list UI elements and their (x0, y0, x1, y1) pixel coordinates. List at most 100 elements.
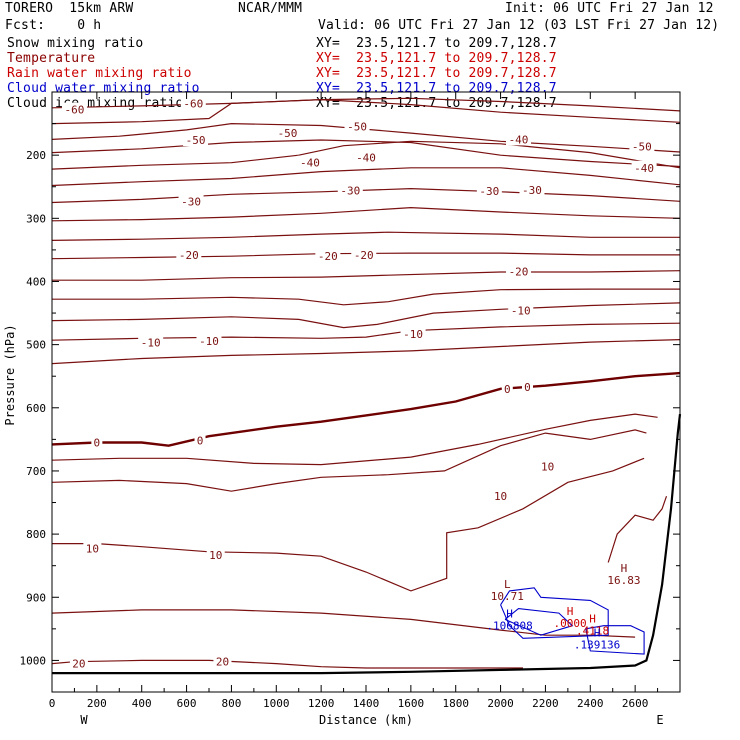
terrain-profile (52, 413, 682, 675)
contour-label-bg (69, 656, 88, 670)
isotherm-line (51, 187, 681, 204)
y-tick-label: 1000 (20, 654, 47, 667)
model-title: TORERO 15km ARW (5, 1, 134, 16)
y-tick-label: 300 (26, 212, 46, 225)
contour-label-bg (508, 303, 534, 317)
contour-label-bg (631, 160, 657, 174)
x-tick-label: 200 (87, 697, 107, 710)
contour-label-bg (501, 381, 513, 395)
isotherm-line (51, 413, 658, 466)
contour-label-bg (213, 654, 232, 668)
contour-label: -10 (141, 337, 161, 350)
x-tick-label: 2200 (532, 697, 559, 710)
contour-label-bg (629, 139, 655, 153)
contour-label-bg (519, 182, 545, 196)
contour-label: -20 (354, 249, 374, 262)
contour-label-bg (521, 379, 533, 393)
contour-label: -50 (632, 140, 652, 153)
contour-label-bg (491, 489, 510, 503)
contour-label: 10 (541, 461, 554, 474)
y-tick-label: 600 (26, 402, 46, 415)
cloud-water-contour (500, 587, 609, 639)
contour-label: -40 (300, 157, 320, 170)
x-tick-label: 1800 (442, 697, 469, 710)
marker-letter: L (504, 578, 511, 591)
isotherm-line (51, 322, 681, 341)
contour-label: -40 (356, 152, 376, 165)
marker-letter: H (621, 562, 628, 575)
legend-field-name: Temperature (7, 51, 96, 66)
marker-value: 10.71 (491, 590, 524, 603)
contour-label: 0 (94, 437, 101, 450)
isotherm-line (51, 609, 636, 638)
marker-value: .139136 (574, 638, 620, 651)
contour-label-bg (83, 541, 102, 555)
marker-value: 16.83 (607, 574, 640, 587)
contour-label: -30 (522, 184, 542, 197)
isotherm-line (52, 270, 681, 281)
contour-label: -60 (183, 97, 203, 110)
contour-label-bg (538, 459, 557, 473)
contour-label: -40 (509, 133, 529, 146)
marker-value: .106808 (486, 619, 532, 632)
y-axis-label: Pressure (hPa) (3, 324, 17, 425)
marker-letter: H (567, 605, 574, 618)
cloud-water-contour (585, 625, 645, 655)
isotherm-line (51, 339, 681, 365)
contour-label: 0 (524, 381, 531, 394)
isotherm-line (51, 140, 681, 170)
contour-label-bg (351, 247, 377, 261)
isotherm-line (51, 206, 681, 222)
contour-label: -50 (347, 121, 367, 134)
contour-label: -20 (509, 265, 529, 278)
contour-labels: -60 -60 -50 -50 -50 -50 -40 -40 -40 -40 -30 -30 -30 -… (61, 96, 657, 671)
isotherm-line (51, 98, 681, 125)
isotherm-contours (51, 97, 681, 669)
y-tick-label: 800 (26, 528, 46, 541)
isotherm-line (74, 659, 523, 669)
legend-field-name: Snow mixing ratio (7, 36, 144, 51)
y-tick-label: 400 (26, 275, 46, 288)
y-tick-label: 700 (26, 465, 46, 478)
contour-label-bg (194, 433, 206, 447)
contour-label: -10 (511, 305, 531, 318)
contour-label-bg (180, 96, 206, 110)
isotherm-line (51, 167, 681, 187)
contour-label-bg (91, 435, 103, 449)
x-tick-label: 1400 (353, 697, 380, 710)
legend-field-xy: XY= 23.5,121.7 to 209.7,128.7 (316, 51, 557, 66)
isotherm-line (51, 231, 680, 241)
contour-label: 10 (494, 490, 507, 503)
zero-isotherm (51, 371, 681, 447)
legend-field-name: Rain water mixing ratio (7, 66, 192, 81)
x-tick-label: 2400 (577, 697, 604, 710)
x-tick-label: 2000 (487, 697, 514, 710)
x-tick-label: 800 (221, 697, 241, 710)
contour-label-bg (506, 132, 532, 146)
contour-label: -30 (181, 195, 201, 208)
axis-ticks: 0 200 400 600 800 1000 1200 1400 1600 1800 2000 220… (20, 92, 680, 710)
marker-letter: H (594, 626, 601, 639)
terrain-line (52, 413, 682, 675)
marker-value: .4118 (576, 625, 609, 638)
forecast-hour: Fcst: 0 h (5, 18, 102, 33)
contour-label: 20 (216, 656, 229, 669)
legend-field-xy: XY= 23.5,121.7 to 209.7,128.7 (316, 66, 557, 81)
east-label: E (656, 713, 663, 727)
contour-label-bg (353, 150, 379, 164)
contour-label: -20 (179, 249, 199, 262)
contour-label: -60 (64, 104, 84, 117)
contour-label-bg (275, 126, 300, 140)
marker-value: .0000 (554, 617, 587, 630)
marker-letter: H (506, 607, 513, 620)
isotherm-line (52, 288, 680, 306)
contour-label: -50 (186, 134, 206, 147)
isotherm-line (52, 457, 645, 592)
x-tick-label: 0 (49, 697, 56, 710)
contour-label: 0 (197, 435, 204, 448)
x-tick-label: 1000 (263, 697, 290, 710)
isotherm-line (51, 122, 681, 153)
y-tick-label: 900 (26, 591, 46, 604)
contour-label-bg (315, 249, 341, 263)
